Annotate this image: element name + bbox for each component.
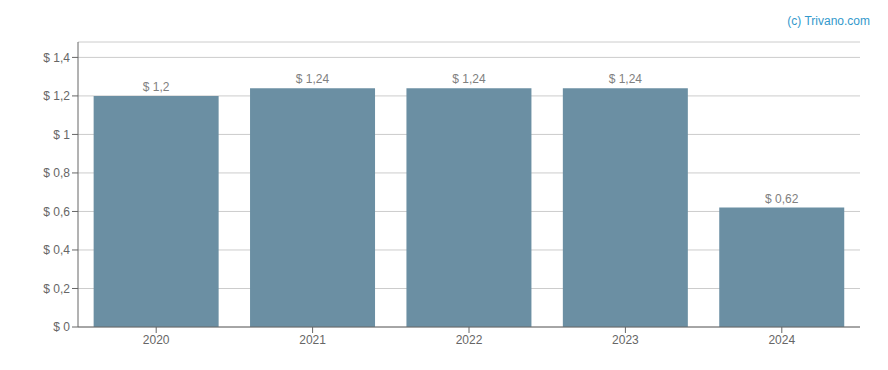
svg-text:2024: 2024 <box>768 333 795 347</box>
svg-text:$ 0,62: $ 0,62 <box>765 192 799 206</box>
svg-text:$ 0,6: $ 0,6 <box>43 205 70 219</box>
svg-text:$ 1,24: $ 1,24 <box>452 72 486 86</box>
svg-text:$ 1,2: $ 1,2 <box>43 89 70 103</box>
svg-text:2021: 2021 <box>299 333 326 347</box>
svg-text:2022: 2022 <box>456 333 483 347</box>
svg-text:$ 0: $ 0 <box>53 320 70 334</box>
svg-text:$ 1,24: $ 1,24 <box>609 72 643 86</box>
svg-text:$ 0,8: $ 0,8 <box>43 166 70 180</box>
svg-text:$ 1,24: $ 1,24 <box>296 72 330 86</box>
svg-text:2020: 2020 <box>143 333 170 347</box>
svg-text:$ 1,2: $ 1,2 <box>143 80 170 94</box>
svg-text:$ 1,4: $ 1,4 <box>43 51 70 65</box>
svg-text:$ 0,2: $ 0,2 <box>43 282 70 296</box>
svg-text:$ 1: $ 1 <box>53 128 70 142</box>
svg-text:2023: 2023 <box>612 333 639 347</box>
svg-text:$ 0,4: $ 0,4 <box>43 243 70 257</box>
html-text:(c) Trivano.com: (c) Trivano.com <box>787 14 870 28</box>
